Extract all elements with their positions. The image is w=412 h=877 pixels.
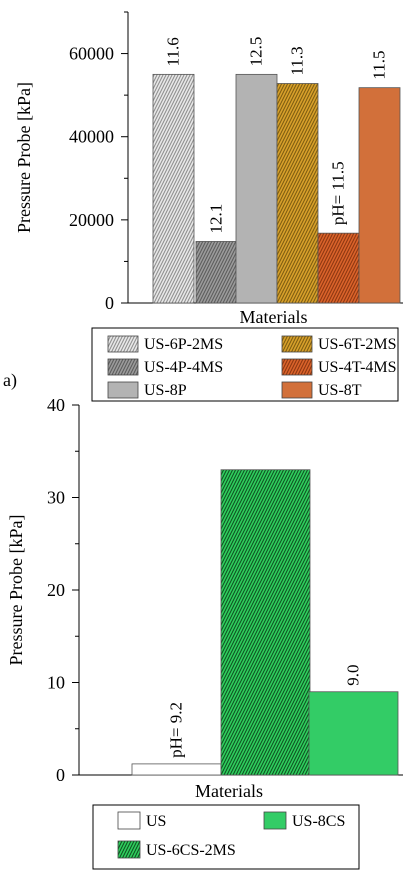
legend-entry: US-6P-2MS xyxy=(144,336,223,353)
y-tick-label: 0 xyxy=(56,765,65,785)
legend-entry: US-4P-4MS xyxy=(144,359,223,376)
bar-data-label: 11.3 xyxy=(288,46,307,75)
legend-swatch xyxy=(107,358,139,376)
y-axis-label: Pressure Probe [kPa] xyxy=(6,515,26,666)
bar-US-4P-4MS xyxy=(195,241,238,304)
bar-data-label: pH= 11.5 xyxy=(329,161,348,225)
bar-data-label: 12.1 xyxy=(207,204,226,234)
bar-US-8CS xyxy=(308,691,399,776)
legend-entry: US-6T-2MS xyxy=(318,336,397,353)
legend-swatch xyxy=(281,381,313,399)
legend-swatch xyxy=(263,811,287,830)
legend-swatch xyxy=(281,335,313,353)
bar-data-label: 9.0 xyxy=(344,665,363,686)
y-tick-label: 30 xyxy=(47,488,65,508)
legend-swatch xyxy=(117,840,141,859)
panel-label: a) xyxy=(3,370,17,391)
bar-data-label: 11.6 xyxy=(164,37,183,66)
x-axis-label: Materials xyxy=(195,781,263,801)
y-tick-label: 20000 xyxy=(69,210,114,230)
legend-swatch xyxy=(117,811,141,830)
legend-entry: US-8T xyxy=(318,382,362,399)
legend-entry: US-8CS xyxy=(292,813,345,830)
bar-US-8T xyxy=(358,87,401,304)
bar-US-6CS-2MS xyxy=(220,469,311,776)
bar-data-label: pH= 9.2 xyxy=(167,702,186,758)
x-axis-label: Materials xyxy=(240,307,308,327)
y-tick-label: 40 xyxy=(47,395,65,415)
y-tick-label: 0 xyxy=(105,293,114,313)
chart-1: 0 20000 40000 60000 Pressure Probe [kPa] Mate… xyxy=(14,11,403,402)
bar-US xyxy=(131,763,222,776)
legend-entry: US-4T-4MS xyxy=(318,359,397,376)
legend-swatch xyxy=(107,381,139,399)
bar-data-label: 12.5 xyxy=(247,37,266,67)
y-axis-label: Pressure Probe [kPa] xyxy=(14,82,34,233)
bar-US-4T-4MS xyxy=(317,232,360,304)
legend xyxy=(91,327,399,402)
bar-US-8P xyxy=(235,73,278,304)
y-tick-label: 10 xyxy=(47,673,65,693)
y-tick-label: 20 xyxy=(47,580,65,600)
legend-swatch xyxy=(107,335,139,353)
chart-2: 0 10 20 30 40 Pressure Probe [kPa] Materials pH… xyxy=(3,370,403,870)
legend-entry: US-6CS-2MS xyxy=(146,842,236,859)
legend-entry: US xyxy=(146,813,166,830)
bar-US-6T-2MS xyxy=(276,83,319,304)
legend-entry: US-8P xyxy=(144,382,187,399)
y-tick-label: 40000 xyxy=(69,127,114,147)
bar-data-label: 11.5 xyxy=(370,51,389,80)
legend-swatch xyxy=(281,358,313,376)
y-tick-label: 60000 xyxy=(69,44,114,64)
bar-US-6P-2MS xyxy=(152,73,195,304)
